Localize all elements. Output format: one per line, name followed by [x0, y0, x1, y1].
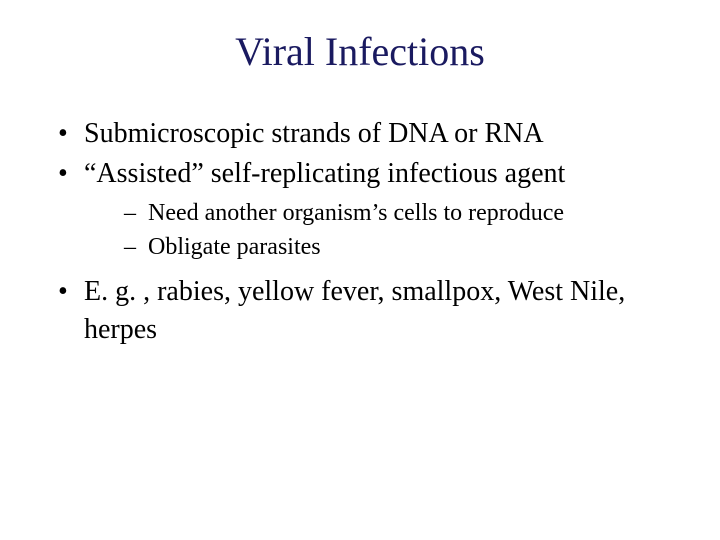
- sub-bullet-text: Need another organism’s cells to reprodu…: [148, 200, 564, 226]
- sub-bullet-item: Need another organism’s cells to reprodu…: [124, 197, 672, 229]
- bullet-list-level2: Need another organism’s cells to reprodu…: [124, 197, 672, 264]
- bullet-item: “Assisted” self-replicating infectious a…: [54, 155, 672, 264]
- slide-title: Viral Infections: [48, 28, 672, 75]
- sub-bullet-item: Obligate parasites: [124, 231, 672, 263]
- bullet-list-level1: Submicroscopic strands of DNA or RNA “As…: [54, 115, 672, 349]
- bullet-item: E. g. , rabies, yellow fever, smallpox, …: [54, 273, 672, 349]
- bullet-item: Submicroscopic strands of DNA or RNA: [54, 115, 672, 153]
- bullet-text: “Assisted” self-replicating infectious a…: [84, 158, 565, 189]
- slide-container: Viral Infections Submicroscopic strands …: [0, 0, 720, 540]
- bullet-text: E. g. , rabies, yellow fever, smallpox, …: [84, 276, 625, 345]
- sub-bullet-text: Obligate parasites: [148, 234, 321, 260]
- bullet-text: Submicroscopic strands of DNA or RNA: [84, 118, 544, 149]
